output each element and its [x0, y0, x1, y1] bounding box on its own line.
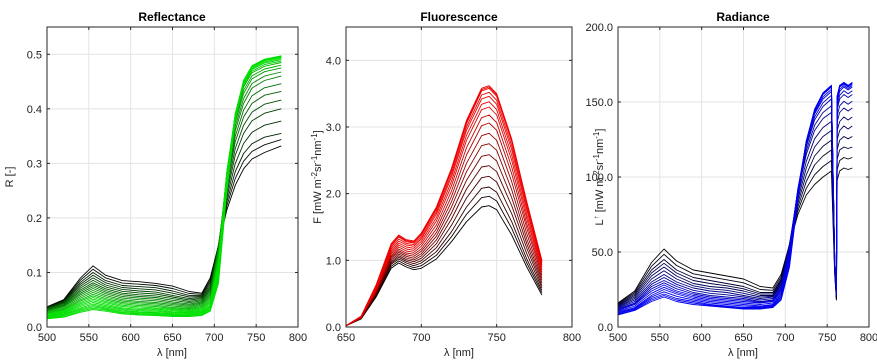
reflectance-xtick-label: 600 [121, 332, 139, 344]
fluorescence-series-line [345, 91, 543, 327]
fluorescence-series-line [345, 165, 543, 327]
radiance-xtick-label: 700 [776, 332, 794, 344]
radiance-series-line [617, 167, 853, 304]
fluorescence-xlabel: λ [nm] [444, 347, 474, 359]
reflectance-ytick-label: 0.4 [27, 104, 42, 116]
fluorescence-ylabel: F [mW m-2sr-1nm-1] [310, 130, 325, 224]
fluorescence-xtick-label: 750 [487, 332, 505, 344]
radiance-panel: 500 550 600 650 700 750 800 0.0 50.0 100.0 150.0 20… [585, 10, 877, 359]
reflectance-series-line [46, 62, 282, 314]
fluorescence-axes-frame [345, 26, 573, 328]
reflectance-series-line [46, 139, 282, 308]
reflectance-ytick-label: 0.0 [27, 322, 42, 334]
fluorescence-series-line [345, 101, 543, 327]
fluorescence-xtick-label: 650 [337, 332, 355, 344]
reflectance-series-line [46, 55, 282, 320]
reflectance-ytick-label: 0.1 [27, 267, 42, 279]
reflectance-series-line [46, 132, 282, 308]
reflectance-series-line [46, 67, 282, 312]
reflectance-series-line [46, 90, 282, 310]
radiance-title: Radiance [716, 10, 770, 24]
radiance-xtick-label: 500 [609, 332, 627, 344]
radiance-ytick-label: 50.0 [592, 247, 613, 259]
reflectance-lines [46, 55, 282, 320]
fluorescence-series-line [345, 85, 543, 327]
radiance-ylabel: L↑ [mW m-2sr-1nm-1] [592, 129, 607, 226]
radiance-ytick-label: 100.0 [585, 172, 613, 184]
fluorescence-series-line [345, 186, 543, 327]
fluorescence-panel: 650 700 750 800 0.0 1.0 2.0 3.0 4.0 Fluorescence… [310, 10, 582, 359]
reflectance-series-line [46, 56, 282, 318]
radiance-series-line [617, 82, 853, 314]
fluorescence-series-line [345, 122, 543, 327]
fluorescence-series-line [345, 154, 543, 327]
fluorescence-series-line [345, 114, 543, 327]
reflectance-ytick-label: 0.2 [27, 213, 42, 225]
reflectance-ylabel: R [-] [4, 167, 16, 188]
reflectance-series-line [46, 64, 282, 313]
reflectance-series-line [46, 108, 282, 309]
reflectance-series-line [46, 75, 282, 311]
reflectance-xtick-label: 700 [205, 332, 223, 344]
reflectance-grid [46, 27, 299, 328]
radiance-xtick-label: 750 [818, 332, 836, 344]
reflectance-series-line [46, 55, 282, 318]
radiance-xtick-label: 600 [692, 332, 710, 344]
radiance-xtick-label: 800 [860, 332, 877, 344]
reflectance-series-line [46, 83, 282, 310]
reflectance-xtick-label: 750 [247, 332, 265, 344]
reflectance-panel: 500 550 600 650 700 750 8000.00.10.20.30.40.5 … [4, 10, 307, 359]
fluorescence-series-line [345, 205, 543, 327]
radiance-lines [617, 82, 853, 316]
reflectance-series-line [46, 120, 282, 309]
reflectance-xtick-label: 500 [38, 332, 56, 344]
fluorescence-series-line [345, 175, 543, 327]
radiance-series-line [617, 157, 853, 305]
fluorescence-ytick-label: 2.0 [326, 189, 341, 201]
fluorescence-xtick-label: 700 [412, 332, 430, 344]
reflectance-series-line [46, 56, 282, 317]
fluorescence-xtick-label: 800 [563, 332, 581, 344]
reflectance-xtick-label: 550 [80, 332, 98, 344]
fluorescence-ytick-label: 3.0 [326, 122, 341, 134]
reflectance-ytick-label: 0.3 [27, 158, 42, 170]
radiance-series-line [617, 116, 853, 308]
radiance-xtick-label: 650 [734, 332, 752, 344]
reflectance-ytick-label: 0.5 [27, 49, 42, 61]
radiance-series-line [617, 86, 853, 311]
reflectance-series-line [46, 145, 282, 308]
reflectance-xtick-label: 650 [163, 332, 181, 344]
fluorescence-ytick-label: 4.0 [326, 55, 341, 67]
fluorescence-series-line [345, 106, 543, 327]
fluorescence-lines [345, 85, 543, 327]
reflectance-ticks: 500 550 600 650 700 750 800 0.0 0.1 0.2 0.3 0.4 0.5 [27, 27, 307, 344]
radiance-xtick-label: 550 [651, 332, 669, 344]
reflectance-xtick-label: 800 [289, 332, 307, 344]
fluorescence-ytick-label: 0.0 [326, 322, 341, 334]
radiance-xlabel: λ [nm] [728, 347, 758, 359]
radiance-series-line [617, 90, 853, 311]
reflectance-series-line [46, 71, 282, 312]
radiance-ytick-label: 200.0 [585, 22, 613, 34]
fluorescence-series-line [345, 195, 543, 327]
fluorescence-ytick-label: 1.0 [326, 255, 341, 267]
radiance-ticks: 500 550 600 650 700 750 800 0.0 50.0 100.0 150.0 20… [585, 22, 877, 344]
reflectance-title: Reflectance [138, 10, 206, 24]
radiance-series-line [617, 82, 853, 316]
radiance-ytick-label: 0.0 [598, 322, 613, 334]
radiance-series-line [617, 82, 853, 315]
fluorescence-ticks: 650 700 750 800 0.0 1.0 2.0 3.0 4.0 [326, 27, 581, 344]
reflectance-xlabel: λ [nm] [157, 347, 187, 359]
radiance-ytick-label: 150.0 [585, 97, 613, 109]
reflectance-series-line [46, 99, 282, 309]
fluorescence-series-line [345, 95, 543, 327]
fluorescence-title: Fluorescence [420, 10, 498, 24]
